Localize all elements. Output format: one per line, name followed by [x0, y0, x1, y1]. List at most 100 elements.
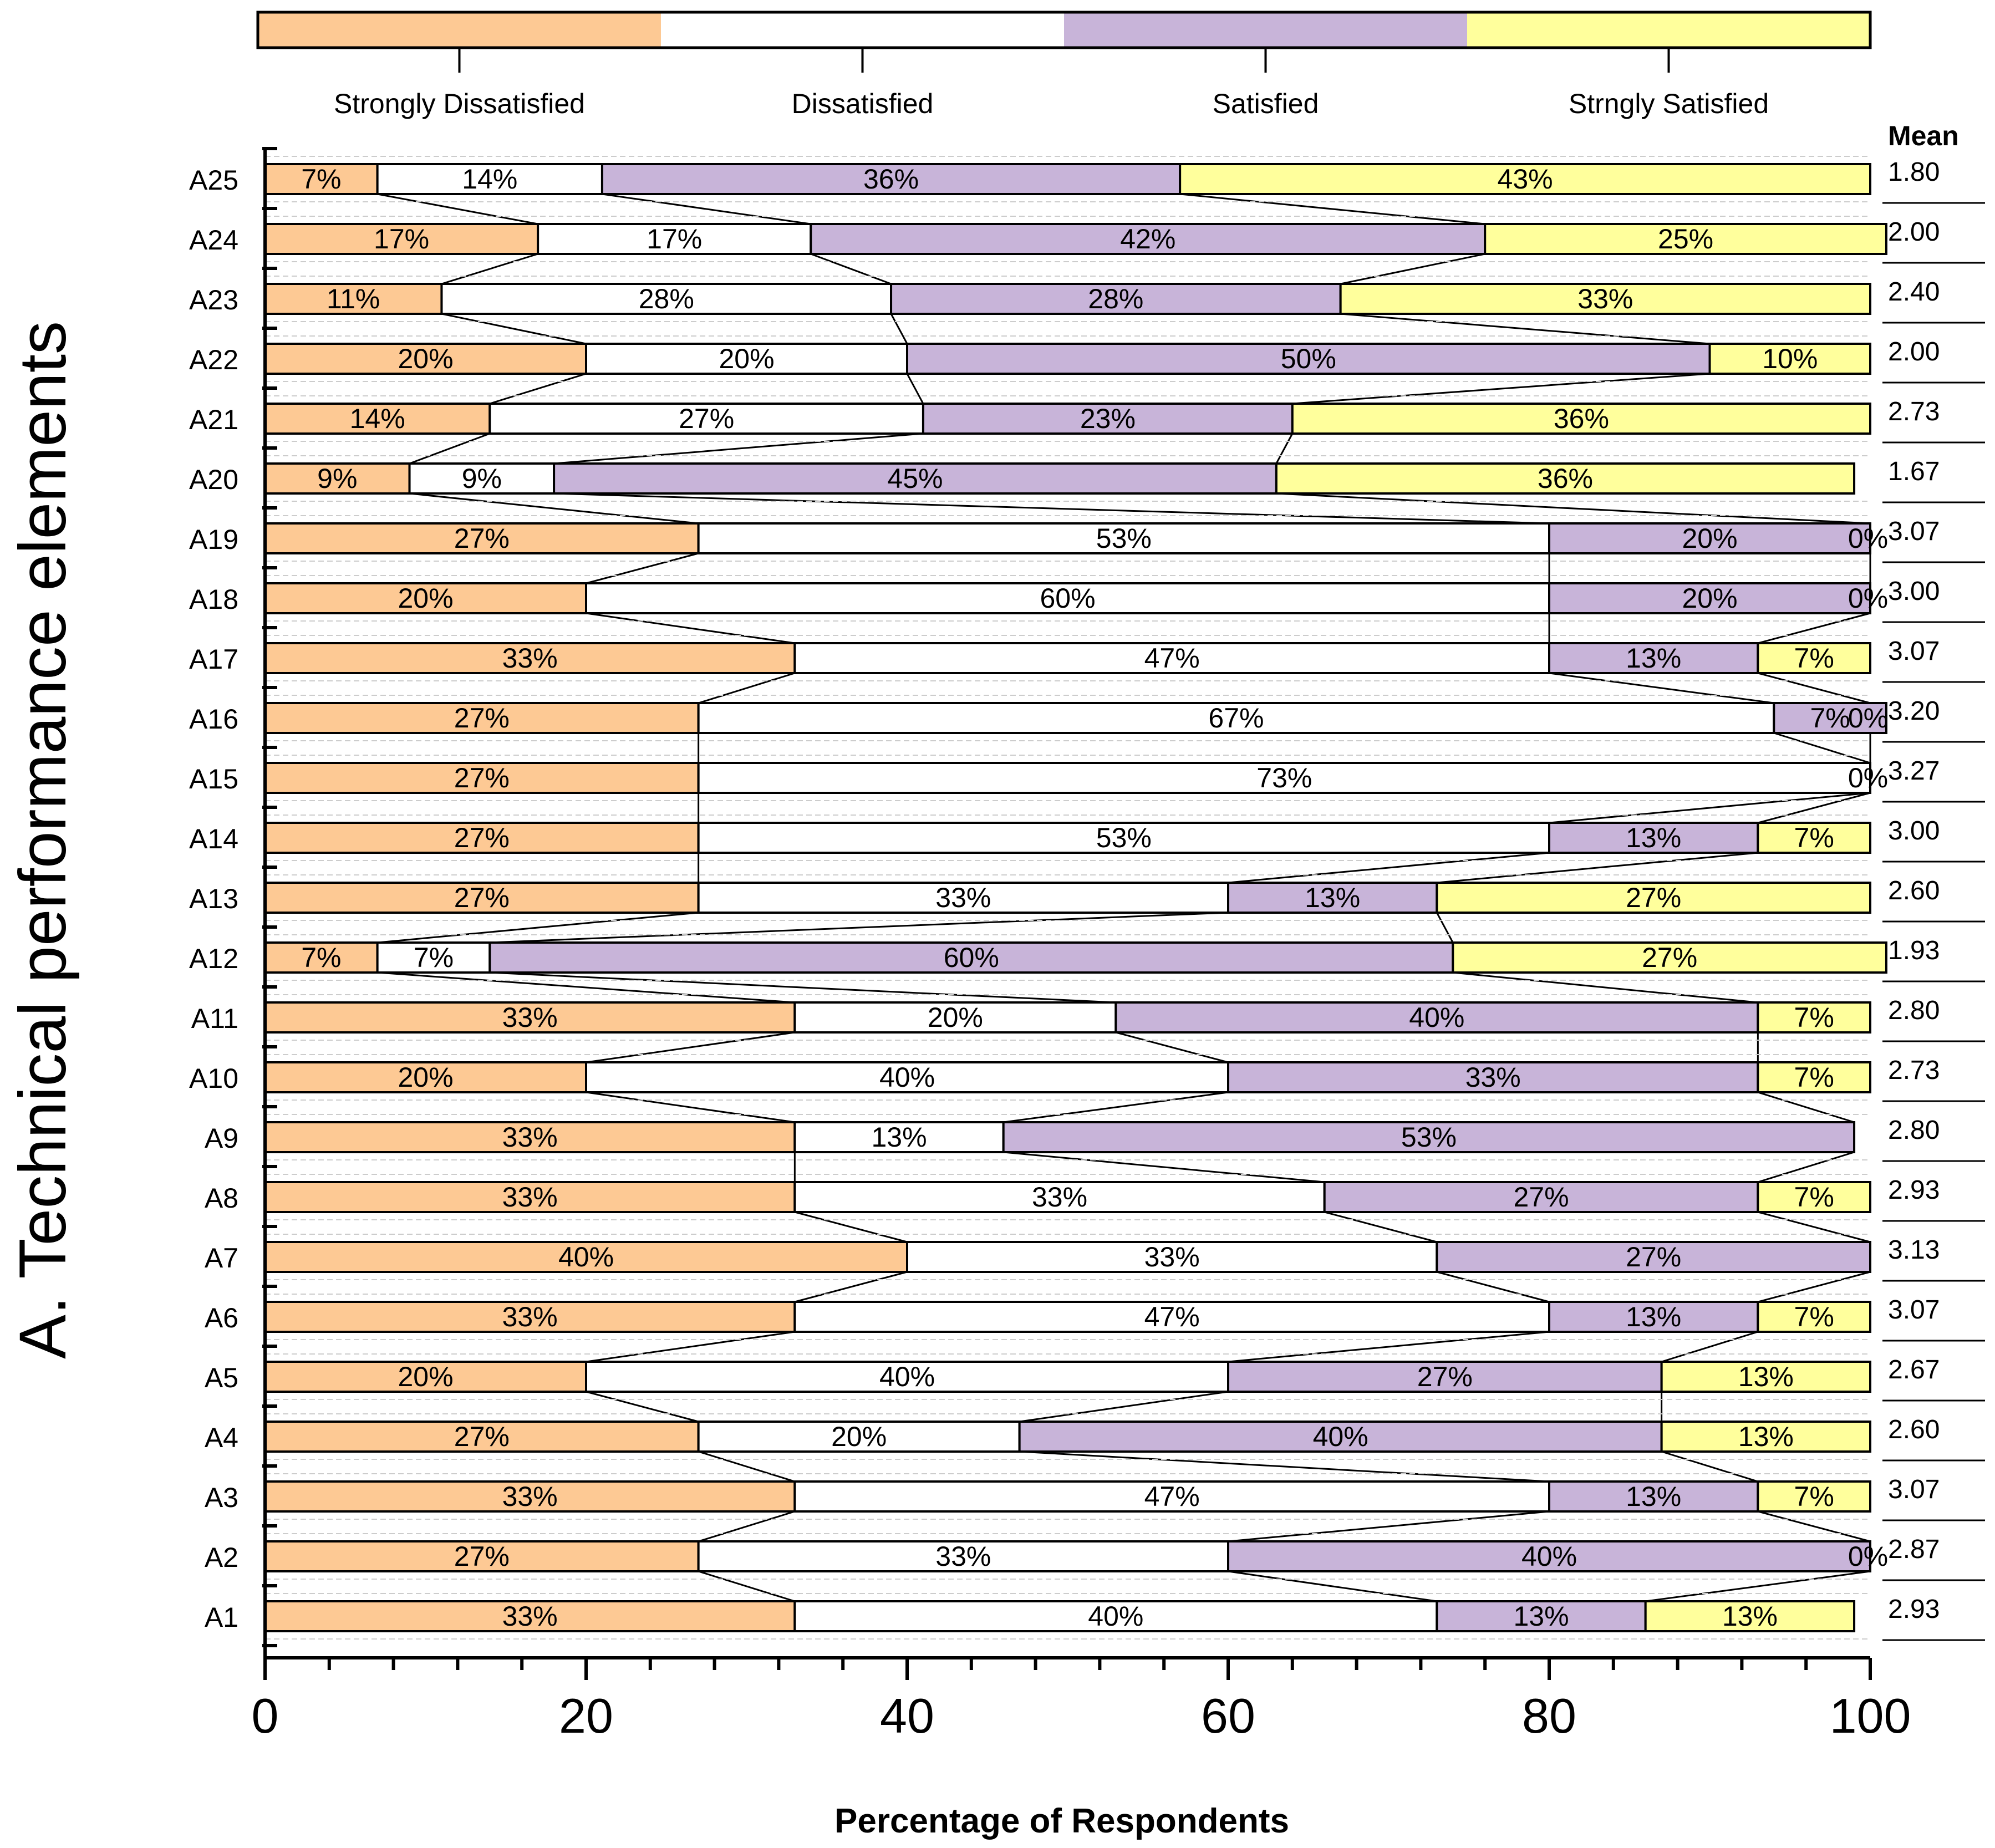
bar-segment	[793, 1480, 1550, 1513]
bar-segment	[793, 1181, 1326, 1213]
bar-segment	[697, 1540, 1229, 1572]
bar-segment	[1291, 403, 1871, 435]
connector-line	[1019, 1391, 1229, 1423]
bar-segment	[264, 462, 411, 495]
bar-segment	[264, 1121, 796, 1153]
connector-line	[1757, 1091, 1855, 1123]
value-label: 67%	[1208, 702, 1264, 734]
bar-segment	[1436, 882, 1872, 914]
bar-segment	[553, 462, 1278, 495]
value-label: 13%	[1305, 882, 1360, 913]
category-label: A4	[205, 1422, 238, 1453]
category-label: A15	[189, 763, 238, 795]
bar-segment	[906, 343, 1711, 375]
mean-value: 3.07	[1888, 1475, 1940, 1504]
connector-line	[1228, 1570, 1437, 1602]
value-label: 45%	[887, 463, 943, 494]
bar-segment	[697, 522, 1550, 554]
value-label: 7%	[1810, 702, 1850, 734]
mean-value: 1.67	[1888, 457, 1940, 486]
connector-line	[1228, 852, 1550, 884]
legend-label: Strongly Dissatisfied	[334, 88, 585, 119]
connector-line	[1757, 1510, 1871, 1542]
value-label: 20%	[1682, 583, 1737, 614]
value-label: 60%	[944, 942, 999, 973]
value-label: 7%	[1794, 1481, 1834, 1512]
mean-value: 2.80	[1888, 1116, 1940, 1145]
value-label: 20%	[398, 1361, 453, 1392]
bar-segment	[1227, 1361, 1663, 1393]
value-label: 7%	[1794, 1062, 1834, 1093]
value-label: 53%	[1096, 523, 1152, 554]
category-label: A22	[189, 344, 238, 375]
value-label: 13%	[1738, 1361, 1794, 1392]
bar-connectors	[377, 193, 1871, 1602]
value-label: 53%	[1401, 1122, 1457, 1153]
value-label: 36%	[1554, 403, 1609, 434]
bar-segment	[1227, 882, 1438, 914]
connector-line	[490, 912, 1229, 944]
bar-segment	[793, 1121, 1005, 1153]
bar-segment	[1660, 1421, 1871, 1453]
connector-line	[1180, 193, 1485, 225]
value-label: 33%	[1465, 1062, 1521, 1093]
connector-line	[586, 1091, 795, 1123]
mean-value: 2.73	[1888, 397, 1940, 426]
value-label: 7%	[301, 164, 341, 195]
connector-line	[586, 1331, 795, 1363]
x-tick-label: 80	[1522, 1688, 1576, 1743]
connector-line	[1003, 1091, 1229, 1123]
category-label: A10	[189, 1063, 238, 1094]
category-label: A13	[189, 883, 238, 914]
bar-segment	[1436, 1600, 1647, 1632]
bar-segment	[408, 462, 556, 495]
value-label: 60%	[1040, 583, 1095, 614]
value-label: 33%	[502, 1002, 558, 1033]
category-label: A5	[205, 1362, 238, 1393]
connector-line	[1324, 1211, 1437, 1243]
connector-line	[810, 253, 892, 285]
connector-line	[1228, 1331, 1550, 1363]
value-label: 13%	[871, 1122, 927, 1153]
value-label: 27%	[454, 822, 510, 853]
value-label: 33%	[1032, 1182, 1087, 1213]
bar-segment	[585, 1361, 1229, 1393]
connector-line	[586, 1031, 795, 1063]
bar-segment	[537, 223, 812, 255]
value-label: 20%	[831, 1421, 887, 1452]
value-label: 33%	[1577, 283, 1633, 314]
mean-value: 3.20	[1888, 696, 1940, 726]
bar-segment	[440, 283, 893, 315]
x-tick-label: 100	[1830, 1688, 1911, 1743]
legend-label: Satisfied	[1213, 88, 1319, 119]
value-label: 10%	[1762, 343, 1818, 374]
value-label: 13%	[1626, 643, 1681, 674]
connector-line	[1549, 792, 1871, 824]
value-label: 40%	[558, 1241, 614, 1272]
mean-value: 3.27	[1888, 756, 1940, 786]
mean-value: 2.00	[1888, 337, 1940, 366]
bar-segment	[1452, 941, 1887, 974]
bar-segment	[1757, 822, 1872, 854]
y-axis-title: A. Technical performance elements	[6, 321, 80, 1359]
connector-line	[1340, 253, 1485, 285]
mean-value: 3.07	[1888, 637, 1940, 666]
value-label: 33%	[1144, 1241, 1200, 1272]
value-label: 33%	[502, 1182, 558, 1213]
category-label: A2	[205, 1542, 238, 1573]
bar-segment	[697, 1421, 1021, 1453]
bar-segment	[1227, 1540, 1871, 1572]
category-label: A6	[205, 1302, 238, 1333]
bar-segment	[1484, 223, 1887, 255]
bar-segment	[1548, 522, 1871, 554]
mean-value: 2.73	[1888, 1056, 1940, 1085]
connector-line	[1276, 492, 1871, 525]
connector-line	[1661, 1450, 1758, 1483]
value-label: 20%	[719, 343, 774, 374]
connector-line	[377, 193, 538, 225]
bar-segment	[1275, 462, 1856, 495]
connector-line	[554, 492, 1550, 525]
value-label: 20%	[398, 583, 453, 614]
connector-line	[698, 1570, 795, 1602]
category-label: A20	[189, 464, 238, 495]
